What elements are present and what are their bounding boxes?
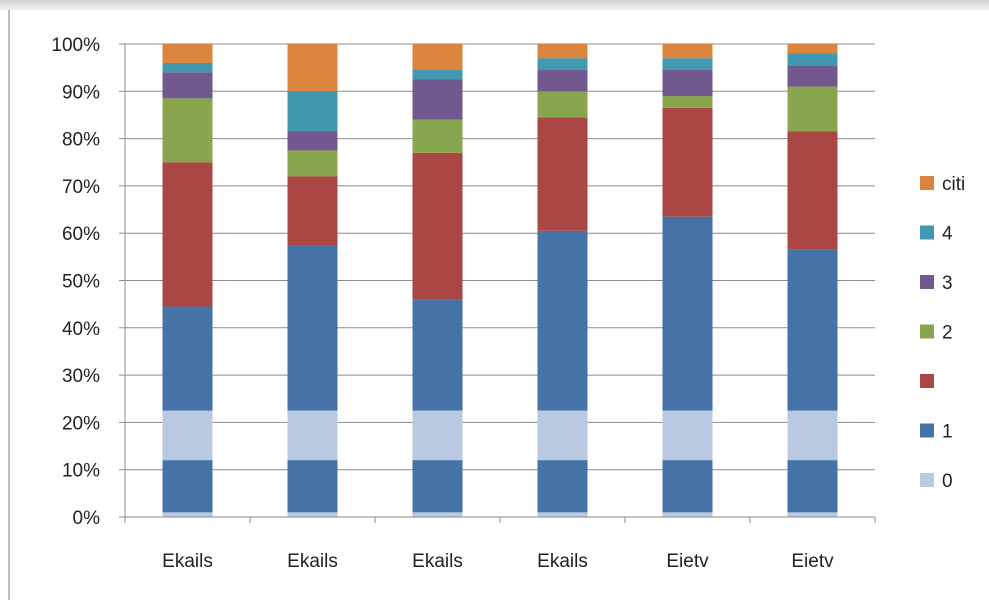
bar-bottom-band-0	[162, 460, 213, 513]
bar-segment-1-1	[287, 245, 338, 411]
legend-swatch-0	[920, 473, 934, 487]
legend-label-2: 2	[942, 323, 953, 344]
legend-swatch-2	[920, 324, 934, 339]
bar-segment-2-4	[662, 96, 713, 108]
bar-segment-4-2	[412, 70, 463, 80]
bar-segment-unnamed-3	[537, 117, 588, 231]
bar-segment-3-4	[662, 70, 713, 97]
x-tick-label: Ekails	[412, 551, 463, 572]
bar-segment-4-1	[287, 91, 338, 132]
legend-label-3: 3	[942, 273, 953, 294]
x-tick-label: Ekails	[287, 551, 338, 572]
legend-swatch-3	[920, 275, 934, 289]
window-frame-top	[0, 0, 989, 10]
bar-segment-3-0	[162, 72, 213, 99]
y-tick-label: 20%	[62, 413, 100, 434]
bar-segment-1-0	[162, 306, 213, 411]
y-tick-label: 30%	[62, 366, 100, 387]
y-tick-label: 80%	[62, 130, 100, 151]
legend-swatch-citi	[920, 176, 934, 190]
window-frame-left	[8, 10, 10, 600]
bar-segment-3-2	[412, 79, 463, 120]
legend-label-citi: citi	[942, 174, 965, 195]
y-tick-labels: 0% 10% 20% 30% 40% 50% 60% 70% 80% 90% 100%	[51, 35, 100, 529]
y-tick-label: 100%	[51, 35, 100, 56]
bar-segment-citi-0	[162, 44, 213, 63]
legend-swatch-unnamed	[920, 374, 934, 388]
x-tick-label: Eietv	[791, 551, 834, 572]
bar-segment-3-1	[287, 131, 338, 151]
bar-segment-1-5	[787, 249, 838, 411]
grid-lines	[125, 43, 875, 471]
legend-swatch-4	[920, 225, 934, 240]
x-tick-label: Ekails	[537, 551, 588, 572]
bar-segment-4-4	[662, 58, 713, 71]
bar-segment-4-0	[162, 62, 213, 73]
y-tick-label: 50%	[62, 272, 100, 293]
bar-segment-3-5	[787, 65, 838, 87]
bar-segment-unnamed-4	[662, 107, 713, 217]
bar-segment-2-1	[287, 150, 338, 177]
bar-bottom-band-4	[662, 460, 713, 513]
bar-bottom-band-2	[412, 460, 463, 513]
legend-label-0: 0	[942, 471, 953, 492]
bar-segment-2-5	[787, 86, 838, 132]
bar-segment-unnamed-2	[412, 152, 463, 300]
bar-segment-1-2	[412, 299, 463, 411]
bar-segment-4-5	[787, 53, 838, 66]
y-tick-label: 40%	[62, 319, 100, 340]
y-tick-label: 60%	[62, 224, 100, 245]
y-tick-label: 70%	[62, 177, 100, 198]
bar-segment-citi-2	[412, 44, 463, 71]
bar-segment-unnamed-0	[162, 162, 213, 307]
legend-label-1: 1	[942, 422, 953, 443]
bar-segment-2-0	[162, 98, 213, 163]
bar-segment-citi-1	[287, 44, 338, 92]
y-tick-label: 10%	[62, 461, 100, 482]
bar-segment-unnamed-1	[287, 176, 338, 246]
axes	[119, 43, 876, 523]
bar-bottom-band-1	[287, 460, 338, 513]
bar-segment-citi-5	[787, 44, 838, 54]
bar-bottom-band-5	[787, 460, 838, 513]
legend-label-4: 4	[942, 224, 953, 245]
bar-segment-1-4	[662, 216, 713, 411]
y-tick-label: 0%	[73, 508, 101, 529]
bar-segment-3-3	[537, 70, 588, 92]
bars	[162, 44, 838, 517]
y-tick-label: 90%	[62, 82, 100, 103]
bar-segment-citi-4	[662, 44, 713, 59]
x-tick-label: Ekails	[162, 551, 213, 572]
legend: citi 4 3 2 1 0	[920, 174, 965, 492]
bar-segment-unnamed-5	[787, 131, 838, 250]
legend-swatch-1	[920, 423, 934, 438]
bar-segment-citi-3	[537, 44, 588, 59]
bar-segment-2-2	[412, 119, 463, 153]
bar-bottom-band-3	[537, 460, 588, 513]
bar-segment-4-3	[537, 58, 588, 71]
bar-segment-2-3	[537, 91, 588, 118]
x-tick-labels: Ekails Ekails Ekails Ekails Eietv Eietv	[162, 551, 834, 572]
x-tick-label: Eietv	[666, 551, 709, 572]
bar-segment-1-3	[537, 230, 588, 411]
